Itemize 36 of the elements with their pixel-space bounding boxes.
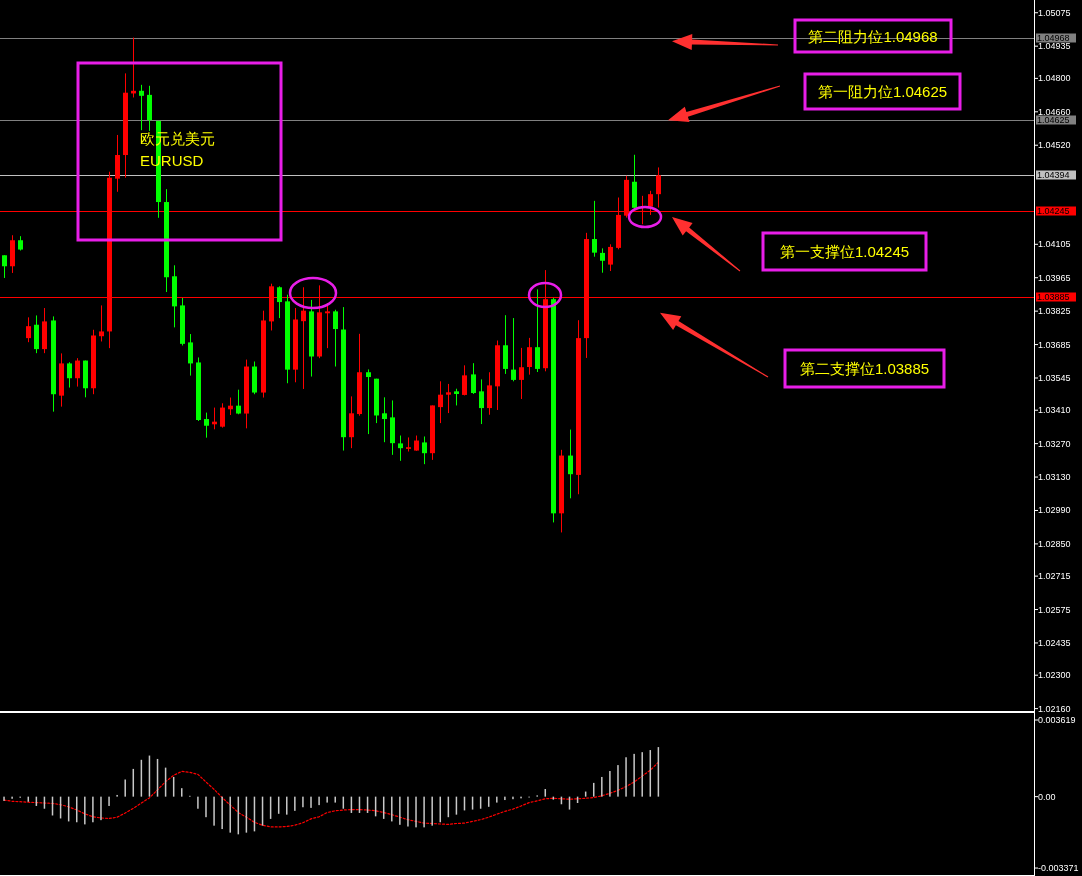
y-tick-label: 0.003619 [1038, 715, 1076, 726]
y-tick-label: 1.02850 [1038, 538, 1071, 549]
annotation: 第二阻力位1.04968 [808, 27, 938, 45]
y-tick-label: 1.04105 [1038, 239, 1071, 250]
ref-line-label: 1.04394 [1037, 170, 1070, 180]
annotation: 第一阻力位1.04625 [817, 83, 948, 100]
note: 第一支撑位1.04245 [672, 216, 928, 272]
ref-line-label: 1.04968 [1037, 33, 1070, 43]
y-tick-label: 1.02575 [1038, 604, 1071, 615]
y-tick-label: 1.04660 [1038, 106, 1071, 117]
ref-line-label: 1.04625 [1037, 115, 1070, 125]
note: 第一阻力位1.04625 [668, 72, 962, 122]
y-tick-label: 1.04520 [1038, 140, 1071, 151]
y-tick-label: 1.03270 [1038, 438, 1071, 449]
y-tick-label: 0.00 [1038, 791, 1056, 802]
note: 第二阻力位1.04968 [672, 18, 953, 54]
y-tick-label: 1.03545 [1038, 372, 1071, 383]
ref-line-label: 1.03885 [1037, 292, 1070, 302]
y-tick-label: 1.04935 [1038, 41, 1071, 52]
y-tick-label: 1.02300 [1038, 670, 1071, 681]
y-tick-label: 1.03965 [1038, 272, 1071, 283]
y-tick-label: 1.02990 [1038, 505, 1071, 516]
ref-line-label: 1.04245 [1037, 206, 1070, 216]
y-tick-label: 1.02435 [1038, 637, 1071, 648]
y-tick-label: 1.03825 [1038, 306, 1071, 317]
annotation: 第二支撑位1.03885 [799, 360, 930, 377]
y-tick-label: 1.02160 [1038, 703, 1071, 714]
y-tick-label: 1.03685 [1038, 339, 1071, 350]
y-tick-label: 1.03410 [1038, 405, 1071, 416]
note: 第二支撑位1.03885 [660, 312, 946, 389]
y-tick-label: 1.04800 [1038, 73, 1071, 84]
annotation: 第一支撑位1.04245 [779, 243, 910, 260]
y-tick-label: -0.003371 [1038, 863, 1079, 874]
y-tick-label: 1.03130 [1038, 472, 1071, 483]
y-tick-label: 1.05075 [1038, 7, 1071, 18]
y-tick-label: 1.02715 [1038, 571, 1071, 582]
